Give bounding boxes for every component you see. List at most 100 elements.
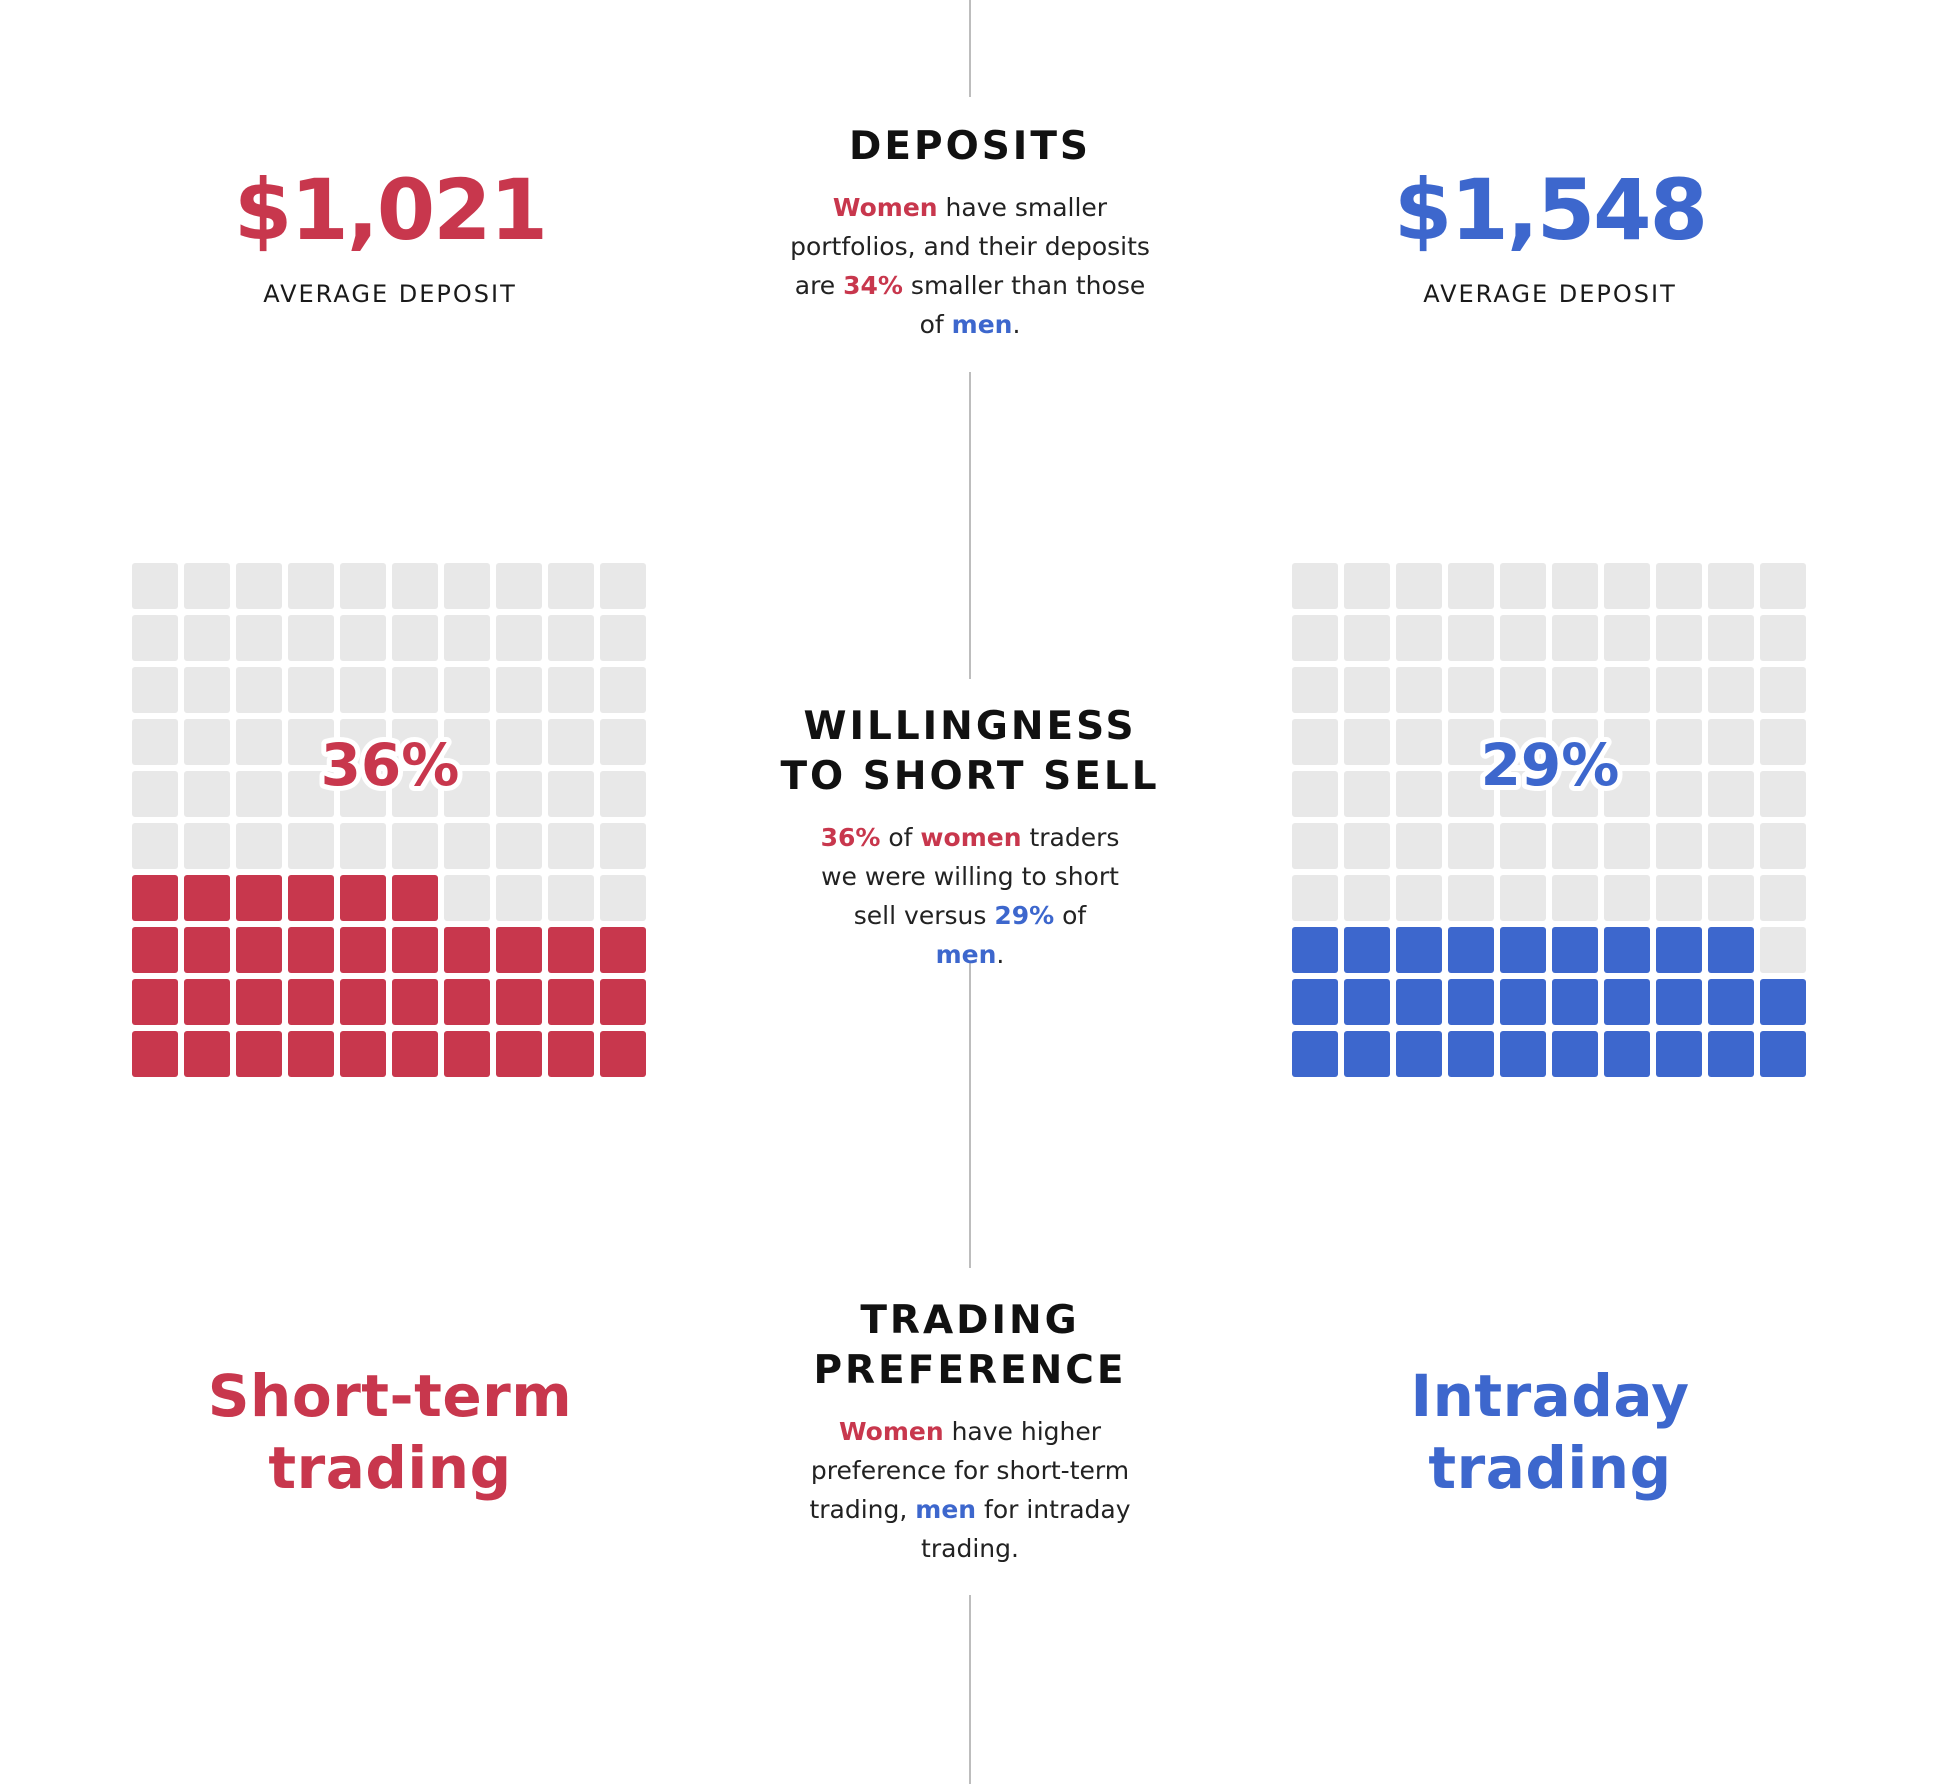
divider-line-bottom	[969, 1595, 971, 1784]
women-waffle-filled-cell	[340, 979, 386, 1025]
men-waffle-empty-cell	[1708, 823, 1754, 869]
men-waffle-empty-cell	[1760, 927, 1806, 973]
men-waffle-empty-cell	[1604, 667, 1650, 713]
women-waffle-empty-cell	[340, 823, 386, 869]
men-average-deposit-value: $1,548	[1393, 161, 1708, 259]
men-waffle-empty-cell	[1344, 615, 1390, 661]
women-highlight: 34%	[843, 271, 903, 300]
women-waffle-filled-cell	[548, 1031, 594, 1077]
men-waffle-empty-cell	[1708, 771, 1754, 817]
men-waffle-filled-cell	[1344, 979, 1390, 1025]
men-waffle-empty-cell	[1500, 823, 1546, 869]
men-waffle-empty-cell	[1760, 563, 1806, 609]
men-waffle-empty-cell	[1448, 823, 1494, 869]
women-waffle-filled-cell	[392, 927, 438, 973]
divider-line-top	[969, 0, 971, 97]
women-waffle-empty-cell	[548, 771, 594, 817]
men-deposit-block: $1,548 AVERAGE DEPOSIT	[1290, 160, 1810, 308]
men-waffle-empty-cell	[1760, 667, 1806, 713]
men-waffle-filled-cell	[1500, 1031, 1546, 1077]
trading-title-line2: PREFERENCE	[813, 1348, 1127, 1393]
women-waffle-empty-cell	[444, 667, 490, 713]
trading-preference-section: TRADING PREFERENCE Women have higher pre…	[770, 1296, 1170, 1568]
women-average-deposit-label: AVERAGE DEPOSIT	[263, 280, 517, 308]
women-waffle-filled-cell	[548, 927, 594, 973]
men-waffle-filled-cell	[1396, 927, 1442, 973]
men-waffle-empty-cell	[1604, 615, 1650, 661]
women-preference-line1: Short-term	[207, 1362, 573, 1430]
men-waffle-empty-cell	[1396, 563, 1442, 609]
men-waffle-empty-cell	[1448, 563, 1494, 609]
women-waffle-filled-cell	[288, 1031, 334, 1077]
women-waffle-filled-cell	[496, 979, 542, 1025]
women-short-sell-waffle-chart: 36%	[132, 563, 646, 1077]
men-waffle-empty-cell	[1760, 823, 1806, 869]
men-waffle-empty-cell	[1396, 771, 1442, 817]
women-waffle-filled-cell	[340, 875, 386, 921]
men-waffle-empty-cell	[1344, 719, 1390, 765]
men-waffle-filled-cell	[1552, 979, 1598, 1025]
short-sell-title-line2: TO SHORT SELL	[780, 754, 1160, 799]
men-waffle-empty-cell	[1344, 771, 1390, 817]
desc-text: of	[880, 823, 921, 852]
men-trading-preference: Intraday trading	[1290, 1360, 1810, 1504]
men-waffle-empty-cell	[1552, 667, 1598, 713]
women-waffle-empty-cell	[444, 719, 490, 765]
men-waffle-empty-cell	[1604, 823, 1650, 869]
men-waffle-filled-cell	[1708, 927, 1754, 973]
men-waffle-filled-cell	[1760, 979, 1806, 1025]
short-sell-section: WILLINGNESS TO SHORT SELL 36% of women t…	[770, 702, 1170, 974]
men-waffle-empty-cell	[1500, 563, 1546, 609]
women-waffle-empty-cell	[184, 771, 230, 817]
men-waffle-filled-cell	[1552, 1031, 1598, 1077]
women-waffle-empty-cell	[600, 667, 646, 713]
women-waffle-filled-cell	[392, 875, 438, 921]
men-waffle-filled-cell	[1500, 979, 1546, 1025]
men-waffle-empty-cell	[1344, 563, 1390, 609]
women-preference-line2: trading	[268, 1434, 512, 1502]
divider-line-3	[969, 963, 971, 1268]
women-waffle-filled-cell	[496, 927, 542, 973]
desc-text: have higher preference for short-term tr…	[809, 1417, 1130, 1524]
men-average-deposit-label: AVERAGE DEPOSIT	[1423, 280, 1677, 308]
men-waffle-empty-cell	[1396, 823, 1442, 869]
women-waffle-filled-cell	[184, 1031, 230, 1077]
women-waffle-filled-cell	[600, 979, 646, 1025]
women-waffle-empty-cell	[288, 719, 334, 765]
women-waffle-empty-cell	[184, 615, 230, 661]
women-waffle-empty-cell	[600, 875, 646, 921]
men-waffle-filled-cell	[1396, 1031, 1442, 1077]
men-waffle-empty-cell	[1292, 667, 1338, 713]
women-waffle-filled-cell	[392, 1031, 438, 1077]
men-waffle-filled-cell	[1656, 1031, 1702, 1077]
men-waffle-filled-cell	[1552, 927, 1598, 973]
women-waffle-empty-cell	[496, 615, 542, 661]
men-waffle-empty-cell	[1708, 719, 1754, 765]
women-waffle-filled-cell	[600, 927, 646, 973]
men-waffle-empty-cell	[1396, 719, 1442, 765]
women-waffle-empty-cell	[548, 615, 594, 661]
women-waffle-empty-cell	[444, 823, 490, 869]
women-waffle-filled-cell	[236, 979, 282, 1025]
women-waffle-empty-cell	[184, 823, 230, 869]
men-waffle-empty-cell	[1448, 875, 1494, 921]
women-highlight: 36%	[820, 823, 881, 852]
women-waffle-filled-cell	[132, 1031, 178, 1077]
men-waffle-empty-cell	[1552, 875, 1598, 921]
men-waffle-empty-cell	[1448, 771, 1494, 817]
women-waffle-empty-cell	[340, 771, 386, 817]
women-waffle-empty-cell	[392, 823, 438, 869]
women-waffle-empty-cell	[132, 563, 178, 609]
short-sell-title-line1: WILLINGNESS	[803, 704, 1137, 749]
women-waffle-percent-label: 36%	[321, 731, 460, 799]
women-waffle-empty-cell	[236, 719, 282, 765]
men-waffle-empty-cell	[1396, 875, 1442, 921]
women-waffle-filled-cell	[184, 979, 230, 1025]
men-waffle-empty-cell	[1656, 667, 1702, 713]
men-waffle-empty-cell	[1344, 823, 1390, 869]
women-waffle-empty-cell	[288, 667, 334, 713]
women-waffle-empty-cell	[548, 719, 594, 765]
women-waffle-empty-cell	[444, 563, 490, 609]
women-waffle-empty-cell	[548, 823, 594, 869]
women-waffle-empty-cell	[132, 823, 178, 869]
